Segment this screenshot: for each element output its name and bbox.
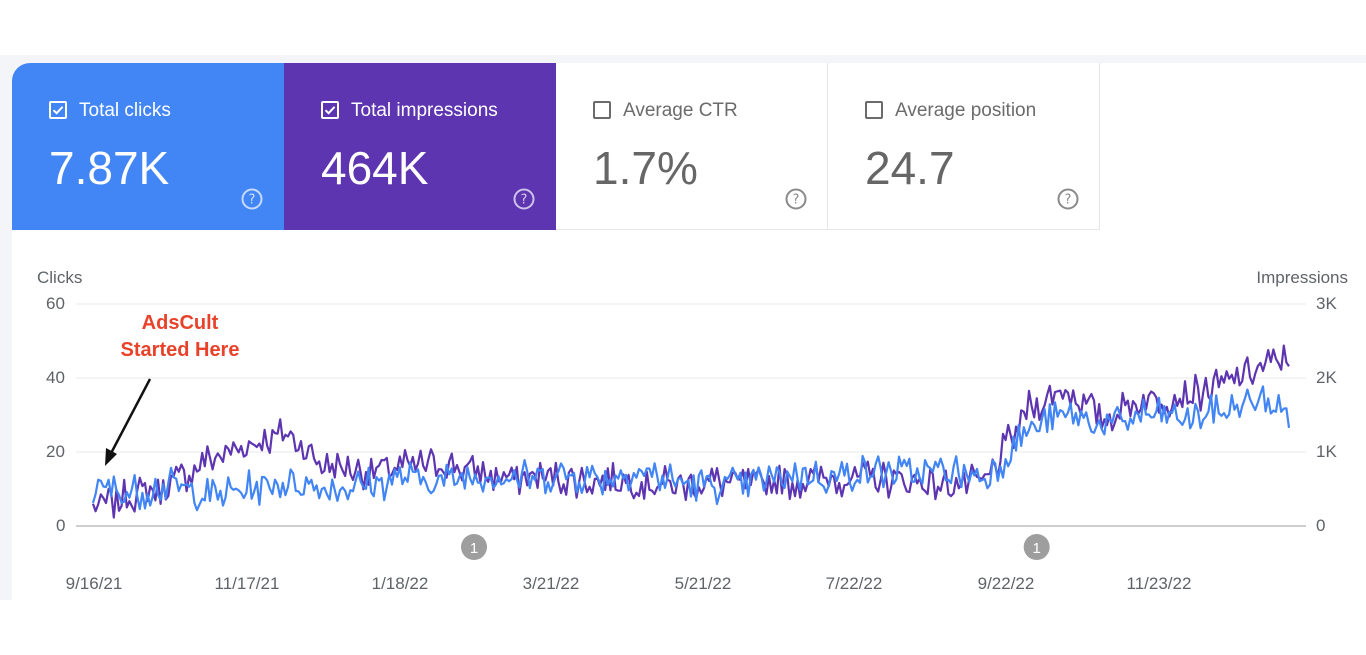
checkbox-unchecked-icon[interactable] [593,101,611,119]
x-tick-label: 3/21/22 [522,574,580,593]
metric-value: 1.7% [593,142,698,194]
annotation-callout: AdsCult Started Here [100,310,260,364]
x-tick-label: 11/23/22 [1126,574,1192,593]
metric-card-average-ctr[interactable]: Average CTR 1.7% ? [556,63,828,230]
svg-text:?: ? [249,193,256,208]
metric-cards: Total clicks 7.87K ? Total impressions 4… [12,63,1100,230]
right-tick-label: 1K [1316,442,1337,461]
metric-card-total-clicks[interactable]: Total clicks 7.87K ? [12,63,284,230]
x-tick-label: 9/16/21 [65,574,123,593]
help-icon[interactable]: ? [1057,188,1079,210]
x-tick-label: 7/22/22 [825,574,883,593]
right-tick-label: 2K [1316,368,1337,387]
checkbox-unchecked-icon[interactable] [865,101,883,119]
checkbox-checked-icon[interactable] [49,101,67,119]
x-tick-label: 11/17/21 [214,574,280,593]
help-icon[interactable]: ? [241,188,263,210]
event-marker-label: 1 [1033,540,1041,557]
left-axis-title: Clicks [37,268,83,287]
checkbox-checked-icon[interactable] [321,101,339,119]
help-icon[interactable]: ? [785,188,807,210]
svg-text:?: ? [521,193,528,208]
svg-text:?: ? [1065,193,1072,208]
metric-label: Total impressions [351,100,498,121]
metric-card-total-impressions[interactable]: Total impressions 464K ? [284,63,556,230]
annotation-line-1: AdsCult [141,312,219,334]
metric-value: 464K [321,142,429,194]
x-tick-label: 5/21/22 [674,574,732,593]
event-marker [1023,534,1050,560]
metric-label: Total clicks [79,100,171,121]
left-tick-label: 40 [46,368,65,387]
right-tick-label: 0 [1316,516,1326,535]
svg-text:?: ? [793,193,800,208]
left-tick-label: 60 [46,294,65,313]
help-icon[interactable]: ? [513,188,535,210]
series-line-clicks [91,385,1291,512]
right-axis-title: Impressions [1256,268,1348,287]
metric-label: Average position [895,100,1037,121]
series-line-impressions [91,344,1290,519]
event-marker [461,534,488,560]
x-tick-label: 9/22/22 [977,574,1035,593]
annotation-arrowhead-icon [105,448,117,466]
performance-card: Total clicks 7.87K ? Total impressions 4… [12,63,1366,600]
event-marker-label: 1 [470,540,478,557]
left-tick-label: 20 [46,442,65,461]
annotation-line-2: Started Here [120,339,240,361]
left-tick-label: 0 [56,516,66,535]
annotation-arrow-icon [106,378,152,460]
metric-value: 7.87K [49,142,170,194]
right-tick-label: 3K [1316,294,1337,313]
metric-card-average-position[interactable]: Average position 24.7 ? [828,63,1100,230]
metric-value: 24.7 [865,142,955,194]
x-tick-label: 1/18/22 [371,574,429,593]
metric-label: Average CTR [623,100,738,121]
